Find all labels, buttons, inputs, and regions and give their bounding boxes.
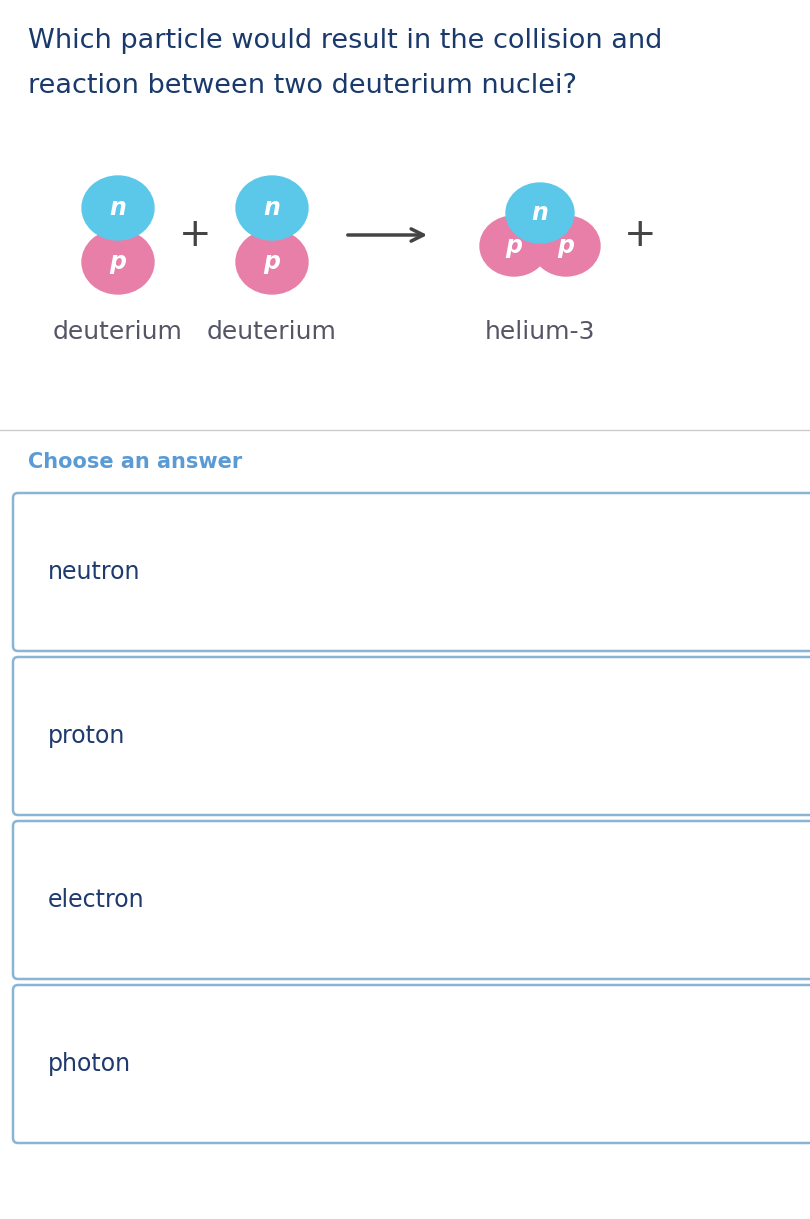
Text: proton: proton: [48, 724, 126, 748]
Text: reaction between two deuterium nuclei?: reaction between two deuterium nuclei?: [28, 73, 577, 99]
FancyBboxPatch shape: [13, 657, 810, 816]
Text: p: p: [263, 250, 280, 274]
Text: p: p: [557, 234, 574, 258]
Text: n: n: [531, 201, 548, 226]
Text: p: p: [109, 250, 126, 274]
Ellipse shape: [236, 176, 308, 240]
Text: photon: photon: [48, 1052, 131, 1076]
Text: deuterium: deuterium: [53, 321, 183, 344]
Ellipse shape: [82, 230, 154, 294]
FancyBboxPatch shape: [13, 985, 810, 1143]
Text: n: n: [263, 196, 280, 219]
Text: deuterium: deuterium: [207, 321, 337, 344]
Text: helium-3: helium-3: [484, 321, 595, 344]
Text: electron: electron: [48, 887, 145, 912]
Ellipse shape: [532, 216, 600, 275]
Ellipse shape: [82, 176, 154, 240]
Ellipse shape: [506, 183, 574, 243]
Text: +: +: [179, 216, 211, 254]
Text: Which particle would result in the collision and: Which particle would result in the colli…: [28, 28, 663, 54]
Text: +: +: [624, 216, 656, 254]
Ellipse shape: [236, 230, 308, 294]
FancyBboxPatch shape: [13, 822, 810, 979]
Text: p: p: [505, 234, 522, 258]
Ellipse shape: [480, 216, 548, 275]
Text: neutron: neutron: [48, 560, 140, 584]
Text: n: n: [109, 196, 126, 219]
Text: Choose an answer: Choose an answer: [28, 452, 242, 472]
FancyBboxPatch shape: [13, 492, 810, 651]
